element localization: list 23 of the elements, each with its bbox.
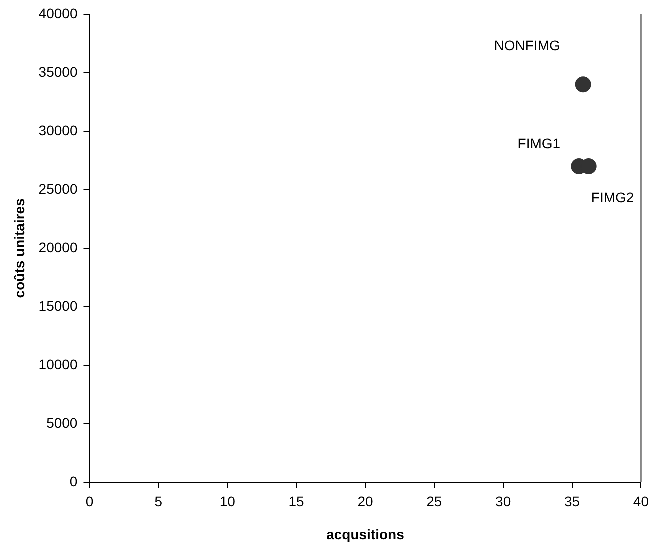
y-axis-title: coûts unitaires [11,198,28,298]
x-tick-label: 30 [496,494,512,510]
x-tick-label: 15 [288,494,305,510]
x-tick-label: 40 [633,494,650,510]
y-tick-label: 10000 [38,356,78,372]
y-tick-label: 35000 [38,64,78,80]
y-tick-label: 5000 [46,414,78,431]
y-tick-label: 40000 [38,5,78,22]
y-tick-label: 25000 [38,180,78,197]
annotation: FIMG1 [518,135,561,152]
x-tick-label: 35 [564,494,580,510]
x-tick-label: 5 [154,494,163,510]
x-tick-label: 25 [426,494,442,510]
x-tick-label: 10 [220,494,236,510]
annotation: FIMG2 [591,189,634,206]
y-tick-label: 15000 [38,298,78,314]
annotation: NONFIMG [494,37,560,54]
y-tick-label: 30000 [38,122,78,138]
x-axis-title: acqusitions [326,526,405,542]
x-tick-label: 0 [86,494,94,510]
y-tick-label: 0 [70,473,78,490]
y-tick-label: 20000 [38,239,78,256]
x-tick-label: 20 [358,494,374,510]
